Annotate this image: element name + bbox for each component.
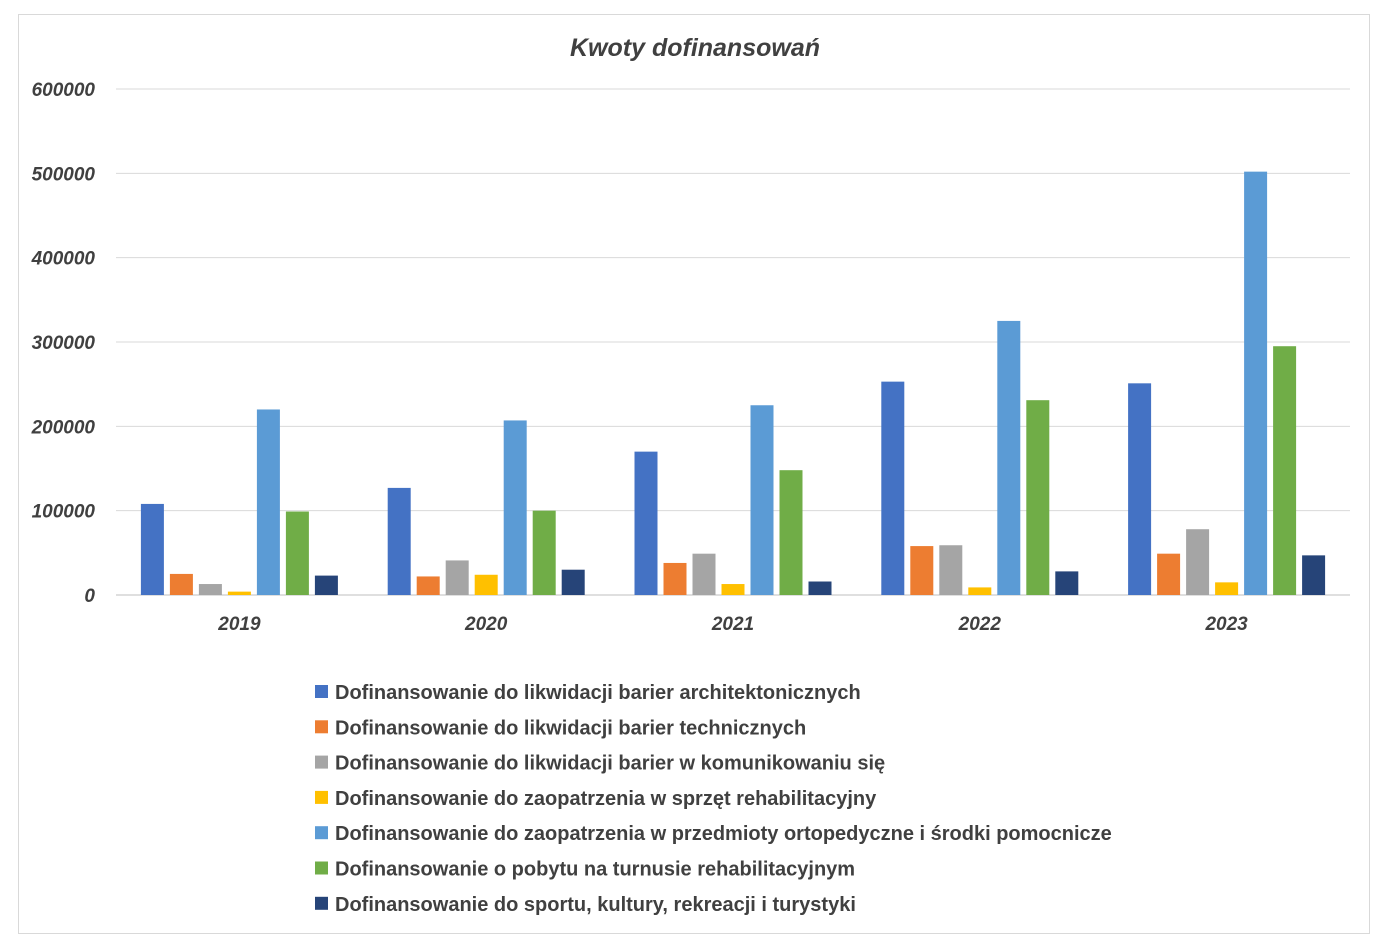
y-tick-label: 600000 — [32, 80, 96, 101]
bar — [140, 503, 164, 595]
bar — [634, 451, 658, 595]
bar — [314, 575, 338, 595]
x-tick-label: 2023 — [1204, 614, 1248, 635]
y-tick-label: 100000 — [32, 502, 96, 523]
y-tick-label: 300000 — [32, 333, 96, 354]
bar — [285, 511, 309, 595]
chart-title: Kwoty dofinansowań — [570, 34, 820, 62]
x-tick-label: 2022 — [958, 614, 1002, 635]
bar — [445, 560, 469, 595]
bar — [779, 470, 803, 595]
bar — [663, 562, 687, 595]
y-tick-label: 200000 — [31, 417, 96, 438]
bar — [169, 573, 193, 595]
legend-label: Dofinansowanie do likwidacji barier arch… — [335, 682, 861, 704]
legend-label: Dofinansowanie do zaopatrzenia w przedmi… — [335, 823, 1112, 845]
legend-swatch — [315, 720, 328, 734]
bar — [1186, 529, 1210, 595]
legend-swatch — [315, 826, 328, 840]
legend-label: Dofinansowanie do zaopatrzenia w sprzęt … — [335, 788, 877, 810]
x-axis: 2019 2020 2021 2022 2023 — [217, 614, 1248, 635]
bar — [1055, 571, 1079, 595]
legend-swatch — [315, 685, 328, 698]
bar — [910, 546, 934, 595]
x-tick-label: 2020 — [464, 614, 508, 635]
bar — [881, 381, 905, 595]
x-tick-label: 2019 — [217, 614, 261, 635]
bar — [939, 545, 963, 595]
bar — [692, 553, 716, 595]
bar — [227, 591, 251, 595]
legend-swatch — [315, 896, 328, 910]
bar — [1302, 555, 1326, 595]
y-tick-label: 0 — [84, 586, 95, 607]
bar — [532, 510, 556, 595]
legend-label: Dofinansowanie o pobytu na turnusie reha… — [335, 859, 855, 881]
legend-swatch — [315, 755, 328, 769]
bars — [140, 171, 1326, 595]
legend-label: Dofinansowanie do sportu, kultury, rekre… — [335, 894, 856, 916]
bar — [387, 487, 411, 595]
y-axis: 0 100000 200000 300000 400000 500000 600000 — [31, 80, 96, 607]
bar — [256, 409, 280, 595]
legend-label: Dofinansowanie do likwidacji barier tech… — [335, 717, 806, 739]
bar — [1026, 400, 1050, 595]
bar — [1215, 582, 1239, 595]
y-tick-label: 400000 — [31, 249, 96, 270]
legend-label: Dofinansowanie do likwidacji barier w ko… — [335, 753, 885, 775]
bar — [1128, 383, 1152, 595]
bar — [474, 574, 498, 595]
bar — [416, 576, 440, 595]
x-tick-label: 2021 — [711, 614, 754, 635]
bar — [1157, 553, 1181, 595]
bar — [750, 405, 774, 595]
y-tick-label: 500000 — [32, 164, 96, 185]
legend-swatch — [315, 790, 328, 804]
bar — [808, 581, 832, 595]
bar — [198, 584, 222, 595]
bar — [1244, 171, 1268, 595]
bar — [721, 584, 745, 595]
legend-swatch — [315, 861, 328, 875]
bar — [997, 320, 1021, 595]
bar — [561, 569, 585, 595]
bar — [503, 420, 527, 595]
legend: Dofinansowanie do likwidacji barier arch… — [315, 682, 1112, 916]
bar — [1273, 346, 1297, 595]
bar — [968, 587, 992, 595]
